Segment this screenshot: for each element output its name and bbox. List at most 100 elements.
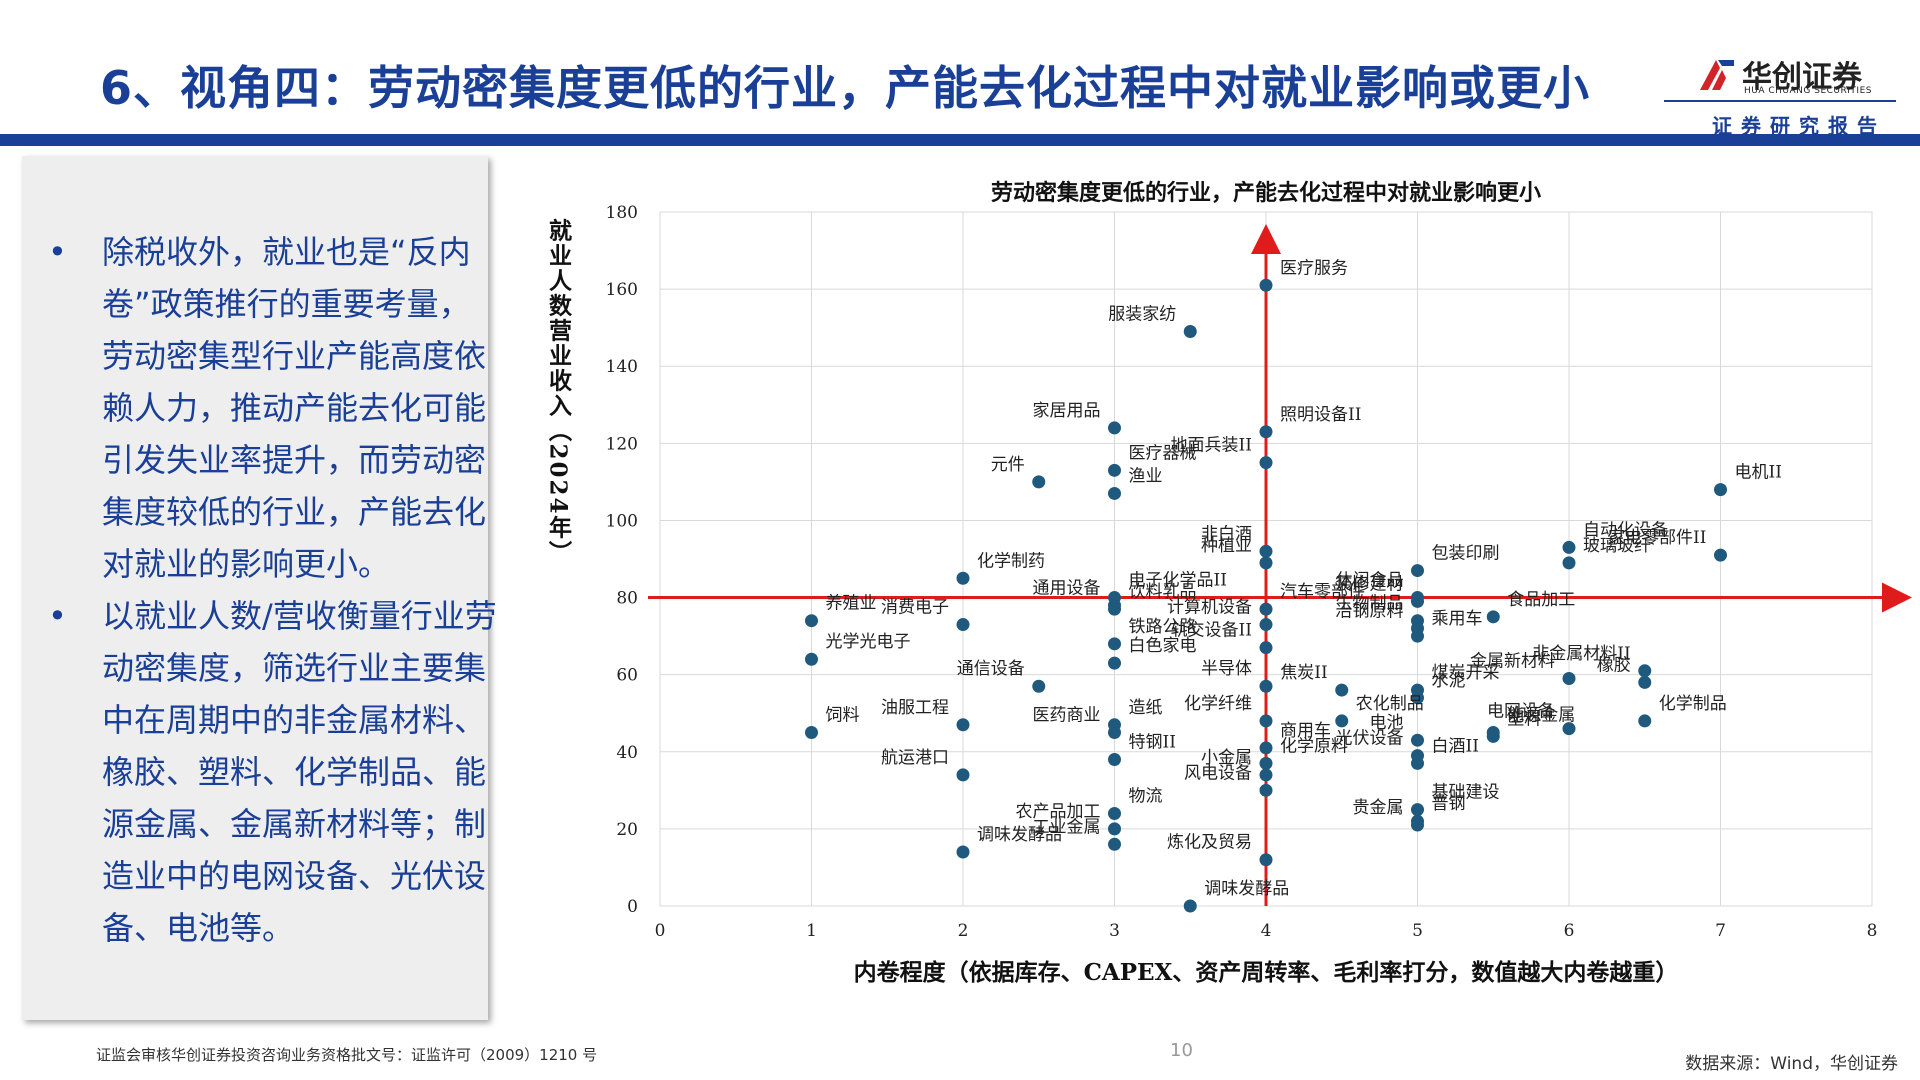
logo-text-cn: 华创证券 [1742, 60, 1862, 95]
data-label: 光学光电子 [826, 632, 911, 652]
data-label: 养殖业 [826, 594, 877, 614]
x-tick-label: 2 [958, 921, 969, 941]
data-point [1259, 556, 1273, 570]
data-point [1714, 548, 1727, 562]
data-point [956, 571, 970, 585]
data-point [1259, 544, 1273, 558]
y-axis-label: 就业人数营业收入（2024年） [545, 218, 573, 566]
x-tick-label: 0 [655, 921, 666, 941]
data-label: 物流 [1129, 786, 1163, 806]
data-point [1411, 733, 1424, 747]
chart-title: 劳动密集度更低的行业，产能去化过程中对就业影响更小 [991, 180, 1541, 206]
data-label: 轨交设备II [1171, 621, 1252, 641]
data-label: 电机II [1735, 463, 1782, 483]
data-point [1562, 672, 1576, 686]
data-label: 乘用车 [1432, 609, 1483, 629]
data-point [1108, 602, 1121, 616]
data-label: 煤炭开采 [1432, 663, 1500, 683]
data-point [1108, 752, 1121, 766]
data-point [1411, 691, 1424, 705]
x-axis-label: 内卷程度（依据库存、CAPEX、资产周转率、毛利率打分，数值越大内卷越重） [854, 959, 1679, 986]
data-label: 电网设备 [1487, 702, 1555, 722]
data-label: 休闲食品 [1336, 571, 1404, 591]
data-label: 基础建设 [1432, 783, 1500, 803]
data-label: 通用设备 [1033, 578, 1101, 598]
data-point [1411, 756, 1424, 770]
y-tick-label: 120 [606, 434, 638, 454]
data-label: 自动化设备 [1583, 520, 1668, 540]
data-point [1259, 741, 1273, 755]
data-label: 造纸 [1129, 698, 1163, 718]
y-tick-label: 100 [606, 511, 638, 531]
summary-panel: • 除税收外，就业也是“反内卷”政策推行的重要考量，劳动密集型行业产能高度依赖人… [22, 156, 497, 1020]
scatter-chart: 0 20 40 60 80 100 120 140 160 180 0 1 2 3 4 5 6 7 8 劳动密集度更低… [545, 180, 1912, 986]
data-point [956, 845, 970, 859]
data-label: 炼化及贸易 [1167, 833, 1252, 853]
page-title: 6、视角四：劳动密集度更低的行业，产能去化过程中对就业影响或更小 [100, 61, 1591, 115]
data-point [1108, 806, 1121, 820]
data-point [1411, 818, 1424, 832]
data-label: 家居用品 [1033, 401, 1101, 421]
data-point [1108, 486, 1121, 500]
x-tick-label: 5 [1412, 921, 1423, 941]
data-point [805, 726, 818, 739]
data-point [1259, 278, 1273, 292]
data-point [1562, 556, 1576, 570]
data-label: 特钢II [1129, 732, 1176, 752]
data-label: 能源金属 [1507, 706, 1575, 726]
data-label: 照明设备II [1280, 405, 1361, 425]
data-label: 调味发酵品 [977, 825, 1062, 845]
data-label: 化学纤维 [1184, 694, 1252, 714]
data-label: 农产品加工 [1016, 802, 1101, 822]
y-tick-label: 140 [606, 357, 638, 377]
data-label: 贵金属 [1353, 798, 1404, 818]
data-label: 地面兵装II [1171, 436, 1252, 456]
data-point [1108, 637, 1121, 651]
page-number: 10 [1170, 1040, 1193, 1061]
data-label: 航运港口 [881, 748, 949, 768]
data-point [1108, 822, 1121, 836]
data-point [1259, 853, 1273, 867]
bullet-dot: • [48, 233, 67, 271]
data-label: 饲料 [826, 706, 860, 726]
data-label: 冶钢原料 [1336, 601, 1404, 621]
data-point [805, 614, 818, 628]
data-point [1032, 475, 1046, 489]
data-label: 装修建材 [1336, 574, 1404, 594]
data-label: 医药商业 [1033, 706, 1101, 726]
y-tick-label: 80 [616, 589, 638, 609]
x-tick-label: 3 [1109, 921, 1120, 941]
data-point [1562, 722, 1576, 736]
header-divider-bar [0, 134, 1920, 146]
logo-underline [1664, 100, 1896, 102]
data-label: 金属新材料 [1470, 652, 1555, 672]
data-point [1259, 714, 1273, 728]
data-label: 铁路公路 [1129, 617, 1197, 637]
data-point [1032, 679, 1046, 693]
data-point [1411, 803, 1424, 817]
bullet-text: 除税收外，就业也是“反内卷”政策推行的重要考量，劳动密集型行业产能高度依赖人力，… [102, 233, 487, 583]
data-point [1486, 610, 1500, 624]
data-label: 计算机设备 [1167, 598, 1252, 618]
y-tick-label: 20 [616, 820, 638, 840]
company-logo: 华创证券 HUA CHUANG SECURITIES [1664, 52, 1904, 142]
data-label: 玻璃玻纤 [1583, 536, 1651, 556]
data-point [956, 718, 970, 732]
data-label: 服装家纺 [1108, 305, 1176, 325]
data-point [1108, 726, 1121, 739]
y-tick-label: 0 [627, 897, 638, 917]
x-tick-label: 1 [806, 921, 817, 941]
data-label: 电子化学品II [1129, 571, 1227, 591]
x-tick-label: 4 [1261, 921, 1272, 941]
x-tick-label: 6 [1564, 921, 1575, 941]
data-point [1108, 837, 1121, 851]
data-point [1259, 618, 1273, 632]
data-label: 商用车 [1280, 721, 1331, 741]
data-label: 消费电子 [881, 598, 949, 618]
x-tick-label: 7 [1715, 921, 1726, 941]
data-point [1335, 683, 1349, 697]
data-label: 包装印刷 [1432, 544, 1500, 564]
data-point [1259, 768, 1273, 782]
data-label: 白酒II [1432, 736, 1479, 756]
data-point [1411, 564, 1424, 578]
